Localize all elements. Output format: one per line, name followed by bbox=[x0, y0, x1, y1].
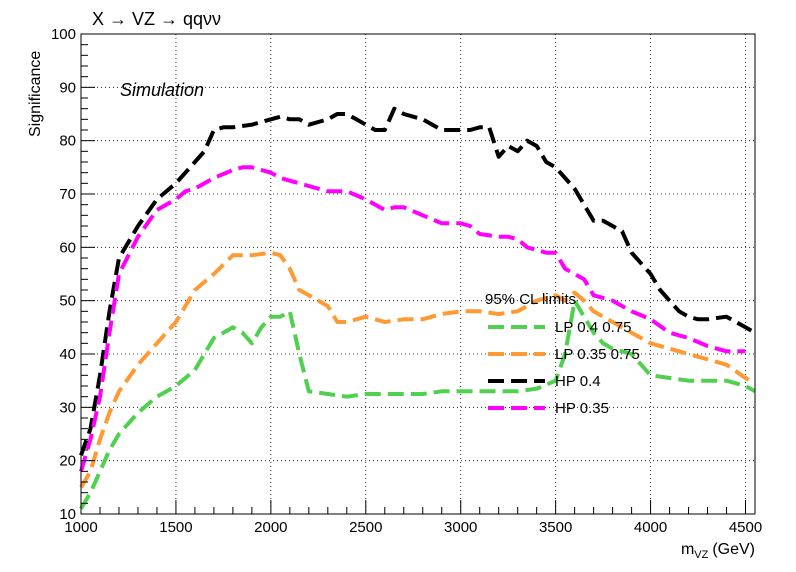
x-tick-label: 3000 bbox=[444, 519, 477, 536]
x-tick-label: 4500 bbox=[729, 519, 762, 536]
y-tick-label: 20 bbox=[59, 453, 76, 470]
x-tick-label: 4000 bbox=[634, 519, 667, 536]
plot-frame bbox=[80, 33, 756, 515]
y-tick-label: 80 bbox=[59, 133, 76, 150]
x-tick-label: 3500 bbox=[539, 519, 572, 536]
series-line-hp-0-35 bbox=[79, 165, 746, 472]
legend-label: LP 0.35 0.75 bbox=[555, 346, 640, 363]
legend-label: HP 0.4 bbox=[555, 373, 601, 390]
y-tick-label: 10 bbox=[59, 506, 76, 523]
legend-label: LP 0.4 0.75 bbox=[555, 319, 631, 336]
x-axis-title-subscript: VZ bbox=[694, 549, 708, 561]
grid bbox=[80, 33, 755, 515]
x-axis-title: mVZ (GeV) bbox=[681, 541, 755, 561]
legend-label: HP 0.35 bbox=[555, 400, 609, 417]
simulation-annotation: Simulation bbox=[120, 80, 204, 100]
chart-title: X → VZ → qqνν bbox=[92, 9, 221, 29]
series-lines bbox=[79, 106, 756, 510]
y-tick-label: 100 bbox=[51, 26, 76, 43]
y-tick-label: 50 bbox=[59, 293, 76, 310]
x-tick-label: 2000 bbox=[254, 519, 287, 536]
x-tick-label: 2500 bbox=[349, 519, 382, 536]
x-axis-title-main: m bbox=[681, 541, 694, 558]
series-line-hp-0-4 bbox=[79, 106, 756, 456]
axis-ticks: 1000 1500 2000 2500 3000 3500 4000 4500 10 20 30 40… bbox=[51, 26, 762, 536]
y-axis-title: Significance bbox=[27, 51, 44, 137]
legend: 95% CL limits LP 0.4 0.75 LP 0.35 0.75 HP 0… bbox=[485, 291, 640, 417]
y-tick-label: 90 bbox=[59, 79, 76, 96]
y-tick-label: 60 bbox=[59, 239, 76, 256]
legend-title: 95% CL limits bbox=[485, 291, 576, 308]
y-tick-label: 30 bbox=[59, 399, 76, 416]
y-tick-label: 40 bbox=[59, 346, 76, 363]
x-tick-label: 1000 bbox=[64, 519, 97, 536]
series-line-lp-0-4-0-75 bbox=[79, 298, 756, 510]
x-axis-title-unit: (GeV) bbox=[712, 541, 755, 558]
y-tick-label: 70 bbox=[59, 186, 76, 203]
x-tick-label: 1500 bbox=[159, 519, 192, 536]
series-line-lp-0-35-0-75 bbox=[79, 250, 756, 489]
